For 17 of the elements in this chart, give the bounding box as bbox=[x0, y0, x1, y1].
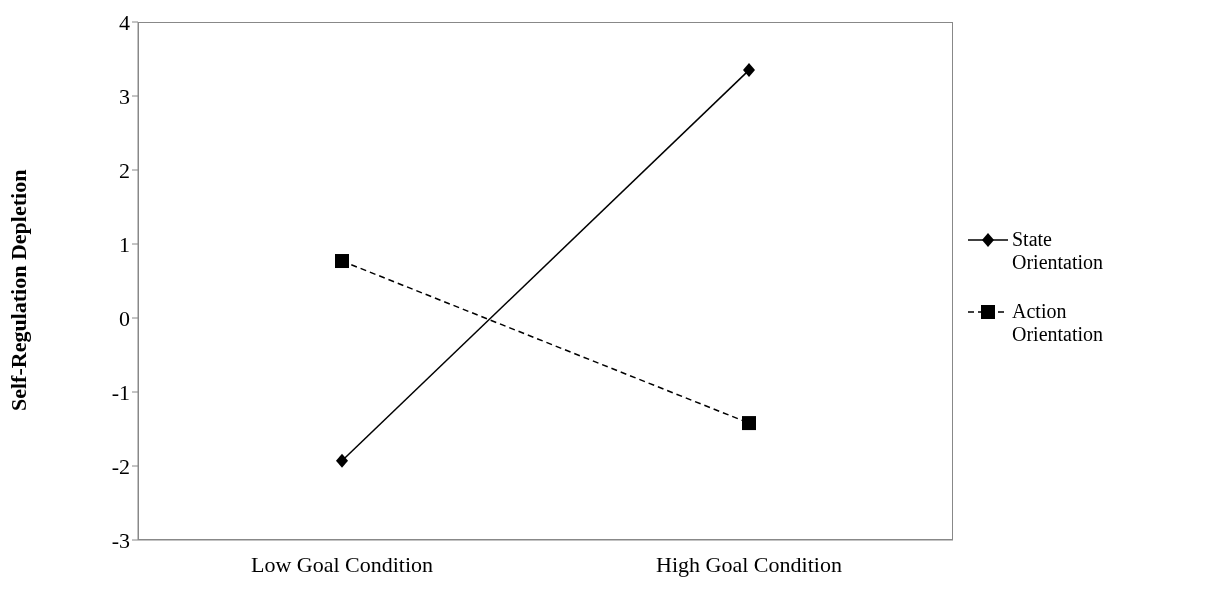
y-tick-label: -1 bbox=[111, 379, 130, 405]
y-tick-label: 0 bbox=[119, 305, 130, 331]
y-tick-label: -3 bbox=[111, 527, 130, 553]
y-tick-label: 3 bbox=[119, 83, 130, 109]
y-tick-label: -2 bbox=[111, 453, 130, 479]
x-tick-label: Low Goal Condition bbox=[250, 551, 434, 577]
point bbox=[335, 254, 349, 269]
point bbox=[742, 416, 756, 431]
y-tick-label: 1 bbox=[119, 231, 130, 257]
point bbox=[743, 63, 755, 78]
y-tick-label: 2 bbox=[119, 157, 130, 183]
y-axis-title: Self-Regulation Depletion bbox=[5, 169, 31, 411]
legend-label: Action Orientation bbox=[1012, 300, 1105, 346]
point bbox=[336, 453, 348, 468]
x-tick-label: High Goal Condition bbox=[656, 551, 842, 577]
legend-label: State Orientation bbox=[1012, 228, 1105, 274]
y-tick-label: 4 bbox=[119, 9, 130, 35]
